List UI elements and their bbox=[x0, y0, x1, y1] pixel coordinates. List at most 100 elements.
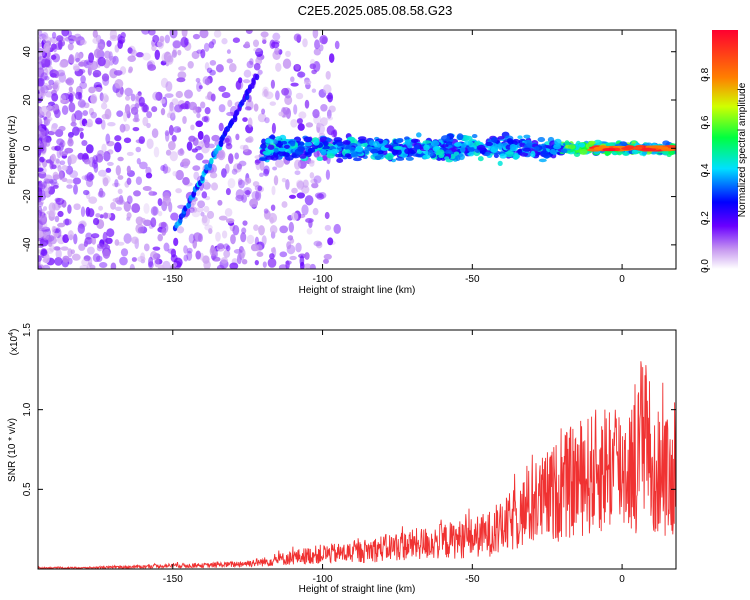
spectrogram-cell bbox=[109, 35, 119, 42]
spectrogram-frame bbox=[37, 29, 677, 270]
spectrogram-cell bbox=[79, 131, 84, 139]
spectrogram-cell bbox=[218, 122, 224, 132]
spectrogram-cell bbox=[304, 252, 310, 260]
spectrogram-cell bbox=[267, 144, 275, 150]
spectrogram-cell bbox=[523, 134, 531, 139]
spectrogram-cell bbox=[364, 146, 372, 152]
spectrogram-cell bbox=[113, 69, 123, 76]
spectrogram-cell bbox=[279, 251, 288, 258]
spectrogram-cell bbox=[100, 102, 108, 110]
y-tick-label: 20 bbox=[22, 94, 33, 106]
spectrogram-cell bbox=[81, 118, 88, 127]
spectrogram-cell bbox=[177, 148, 185, 156]
spectrogram-cell bbox=[45, 110, 52, 119]
spectrogram-cell bbox=[564, 140, 570, 146]
spectrogram-cell bbox=[42, 181, 47, 188]
spectrogram-cell bbox=[104, 108, 112, 120]
spectrogram-cell bbox=[85, 232, 93, 240]
spectrogram-cell bbox=[81, 258, 89, 267]
spectrogram-cell bbox=[172, 262, 178, 267]
spectrogram-cell bbox=[324, 211, 330, 220]
spectrogram-cell bbox=[54, 215, 60, 223]
spectrogram-cell bbox=[61, 30, 70, 37]
spectrogram-cell bbox=[130, 49, 138, 57]
spectrogram-cell bbox=[296, 118, 303, 124]
spectrogram-cell bbox=[86, 246, 95, 255]
spectrogram-cell bbox=[260, 143, 267, 150]
spectrogram-cell bbox=[78, 243, 86, 251]
spectrogram-cell bbox=[289, 255, 297, 261]
spectrogram-cell bbox=[39, 86, 45, 96]
spectrogram-cell bbox=[241, 227, 247, 234]
spectrogram-cell bbox=[223, 249, 231, 258]
spectrogram-cell bbox=[427, 149, 434, 157]
spectrogram-cell bbox=[145, 172, 153, 179]
spectrogram-cell bbox=[325, 169, 331, 180]
spectrogram-cell bbox=[281, 87, 290, 96]
spectrogram-cell bbox=[242, 144, 249, 153]
spectrogram-cell bbox=[261, 235, 267, 246]
spectrogram-cell bbox=[155, 91, 163, 101]
y-tick-label: 40 bbox=[22, 46, 33, 58]
spectrogram-cell bbox=[270, 79, 275, 89]
spectrogram-cell bbox=[61, 150, 69, 156]
spectrogram-cell bbox=[330, 148, 340, 154]
spectrogram-cell bbox=[172, 40, 181, 49]
spectrogram-cell bbox=[304, 141, 313, 147]
spectrogram-cell bbox=[160, 98, 166, 104]
spectrogram-cell bbox=[372, 141, 380, 148]
spectrogram-cell bbox=[112, 55, 119, 65]
spectrogram-cell bbox=[221, 92, 231, 99]
spectrogram-cell bbox=[98, 205, 104, 211]
spectrogram-cell bbox=[268, 212, 278, 223]
spectrogram-cell bbox=[283, 87, 292, 99]
spectrogram-cell bbox=[157, 233, 163, 242]
spectrogram-cell bbox=[130, 106, 139, 115]
spectrogram-cell bbox=[410, 138, 419, 143]
spectrogram-cell bbox=[175, 188, 182, 194]
spectrogram-cell bbox=[246, 60, 254, 69]
spectrogram-cell bbox=[278, 150, 287, 157]
spectrogram-cell bbox=[135, 216, 144, 225]
spectrogram-cell bbox=[140, 252, 145, 262]
spectrogram-cell bbox=[112, 182, 121, 187]
spectrogram-cell bbox=[204, 78, 211, 86]
spectrogram-cell bbox=[471, 134, 478, 139]
spectrogram-cell bbox=[82, 189, 90, 196]
spectrogram-cell bbox=[272, 32, 281, 41]
spectrogram-cell bbox=[83, 240, 88, 247]
spectrogram-cell bbox=[211, 134, 220, 142]
spectrogram-cell bbox=[162, 195, 171, 207]
spectrogram-cell bbox=[322, 140, 329, 147]
spectrogram-cell bbox=[135, 52, 144, 58]
spectrogram-cell bbox=[278, 111, 284, 117]
spectrogram-cell bbox=[99, 92, 104, 102]
spectrogram-cell bbox=[90, 93, 98, 105]
spectrogram-cell bbox=[258, 225, 265, 236]
spectrogram-cell bbox=[224, 208, 233, 217]
spectrogram-cell bbox=[253, 103, 259, 112]
spectrogram-cell bbox=[173, 237, 179, 247]
spectrogram-cell bbox=[67, 43, 74, 51]
spectrogram-marks bbox=[38, 30, 676, 269]
spectrogram-cell bbox=[188, 135, 196, 142]
spectrogram-cell bbox=[593, 146, 603, 151]
spectrogram-cell bbox=[106, 228, 115, 238]
spectrogram-cell bbox=[327, 237, 334, 246]
spectrogram-cell bbox=[141, 30, 150, 35]
spectrogram-cell bbox=[152, 34, 160, 43]
spectrogram-cell bbox=[72, 177, 82, 185]
spectrogram-cell bbox=[192, 165, 201, 171]
y-multiplier: (x104) bbox=[8, 329, 20, 356]
spectrogram-cell bbox=[538, 158, 547, 163]
spectrogram-cell bbox=[304, 99, 310, 109]
spectrogram-cell bbox=[297, 145, 305, 152]
spectrogram-cell bbox=[41, 212, 48, 223]
spectrogram-cell bbox=[404, 148, 412, 155]
spectrogram-cell bbox=[91, 236, 97, 245]
spectrogram-cell bbox=[38, 205, 43, 216]
spectrogram-cell bbox=[75, 91, 82, 100]
spectrogram-cell bbox=[50, 181, 59, 188]
spectrogram-cell bbox=[54, 145, 61, 151]
spectrogram-cell bbox=[119, 256, 128, 266]
